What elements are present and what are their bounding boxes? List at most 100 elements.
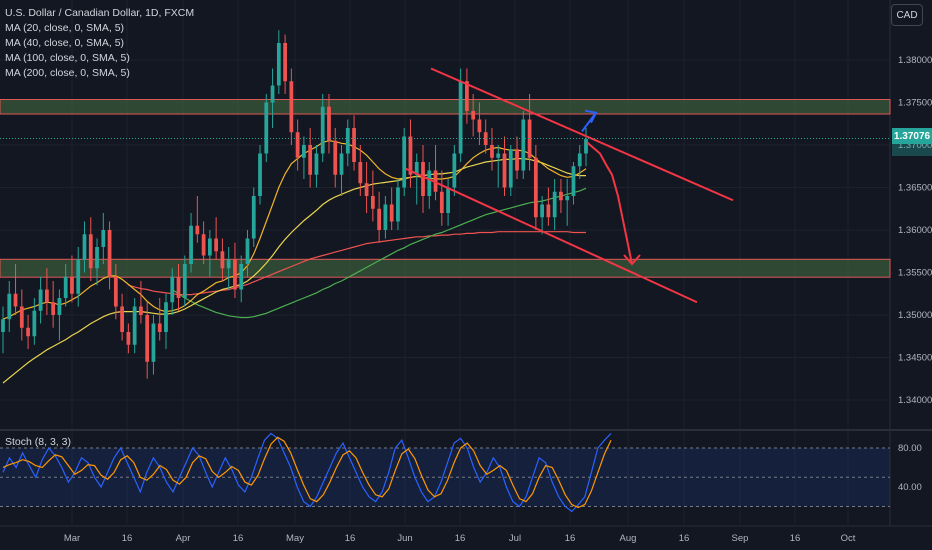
candle-body <box>358 162 363 184</box>
candle-body <box>465 81 469 111</box>
candle-body <box>32 310 37 337</box>
time-axis-label: 16 <box>679 533 690 544</box>
ma100-legend: MA (100, close, 0, SMA, 5) <box>5 52 130 64</box>
candle-body <box>377 208 382 230</box>
ma20-legend: MA (20, close, 0, SMA, 5) <box>5 22 125 34</box>
candle-body <box>57 298 62 315</box>
candle-body <box>339 153 344 175</box>
stoch-legend: Stoch (8, 3, 3) <box>5 436 71 448</box>
candle-body <box>176 276 181 298</box>
price-axis-label: 1.35500 <box>898 268 932 279</box>
candle-body <box>433 170 438 192</box>
candle-body <box>70 276 74 294</box>
candle-body <box>396 187 400 222</box>
candle-body <box>584 139 588 154</box>
candle-body <box>38 289 43 311</box>
candle-body <box>552 191 557 218</box>
candle-body <box>45 289 49 303</box>
current-price-tag-shadow <box>892 144 932 156</box>
time-axis-label: Mar <box>64 533 80 544</box>
price-axis-label: 1.37000 <box>898 140 932 151</box>
candle-body <box>490 145 494 158</box>
candle-body <box>270 85 275 103</box>
candle-body <box>157 323 162 332</box>
candle-body <box>352 128 356 162</box>
ma40-legend: MA (40, close, 0, SMA, 5) <box>5 37 125 49</box>
candle-body <box>540 204 544 218</box>
candle-body <box>214 238 219 252</box>
symbol-title: U.S. Dollar / Canadian Dollar, 1D, FXCM <box>5 7 195 19</box>
candle-body <box>452 153 457 188</box>
candle-body <box>126 332 131 345</box>
candle-body <box>220 251 225 269</box>
candle-body <box>132 306 137 345</box>
candle-body <box>496 153 501 158</box>
ma40-line <box>2 158 586 384</box>
candle-body <box>245 238 250 264</box>
currency-button[interactable]: CAD <box>891 4 923 26</box>
time-axis-label: Aug <box>620 533 637 544</box>
time-axis-label: 16 <box>455 533 466 544</box>
candle-body <box>414 162 419 175</box>
candle-body <box>63 276 68 298</box>
candle-body <box>389 204 394 222</box>
candle-body <box>95 247 99 269</box>
candle-body <box>565 196 570 201</box>
projection-down-arrowhead <box>623 254 641 266</box>
time-axis-label: 16 <box>790 533 801 544</box>
candle-body <box>189 225 193 264</box>
candle-body <box>82 234 87 260</box>
price-axis-label: 1.37500 <box>898 98 932 109</box>
candle-body <box>101 230 106 247</box>
time-axis-label: 16 <box>233 533 244 544</box>
stoch-axis-label: 40.00 <box>898 482 922 493</box>
candle-body <box>471 111 476 120</box>
candle-body <box>107 230 112 277</box>
channel-trendline <box>430 67 734 202</box>
candle-body <box>139 306 143 315</box>
price-axis-label: 1.36500 <box>898 183 932 194</box>
support-resistance-zone <box>0 258 891 278</box>
candle-body <box>421 162 425 196</box>
candle-body <box>320 106 325 154</box>
price-axis-label: 1.34500 <box>898 353 932 364</box>
ma100-line <box>171 187 587 319</box>
candle-body <box>26 327 30 337</box>
candle-body <box>477 119 482 133</box>
candle-body <box>226 259 231 269</box>
candle-body <box>207 238 212 256</box>
time-axis-label: Sep <box>732 533 749 544</box>
candle-body <box>345 128 350 154</box>
time-axis-label: 16 <box>565 533 576 544</box>
time-axis-label: Oct <box>841 533 856 544</box>
candle-body <box>283 43 287 82</box>
chart-legend: U.S. Dollar / Canadian Dollar, 1D, FXCM … <box>5 6 194 81</box>
candle-body <box>151 323 156 362</box>
candle-body <box>13 293 18 307</box>
candle-body <box>458 81 463 154</box>
candle-body <box>502 153 507 188</box>
candle-body <box>527 119 532 158</box>
price-axis-label: 1.35000 <box>898 310 932 321</box>
time-axis-label: May <box>286 533 304 544</box>
candle-body <box>7 293 12 320</box>
current-price-tag: 1.37076 <box>892 128 932 144</box>
candle-body <box>276 43 281 86</box>
candle-body <box>239 264 244 290</box>
candle-body <box>120 306 124 332</box>
candle-body <box>408 136 413 175</box>
candle-body <box>333 140 338 175</box>
projection-up-arrowhead <box>584 109 598 124</box>
candle-body <box>559 191 563 201</box>
candle-body <box>170 276 175 303</box>
candle-body <box>483 132 488 145</box>
candle-body <box>577 153 582 167</box>
candle-body <box>508 149 513 188</box>
candle-body <box>201 234 206 256</box>
price-axis-label: 1.38000 <box>898 55 932 66</box>
price-axis-label: 1.34000 <box>898 395 932 406</box>
stoch-k-line <box>2 432 612 513</box>
candle-body <box>302 145 306 158</box>
time-axis-label: 16 <box>122 533 133 544</box>
